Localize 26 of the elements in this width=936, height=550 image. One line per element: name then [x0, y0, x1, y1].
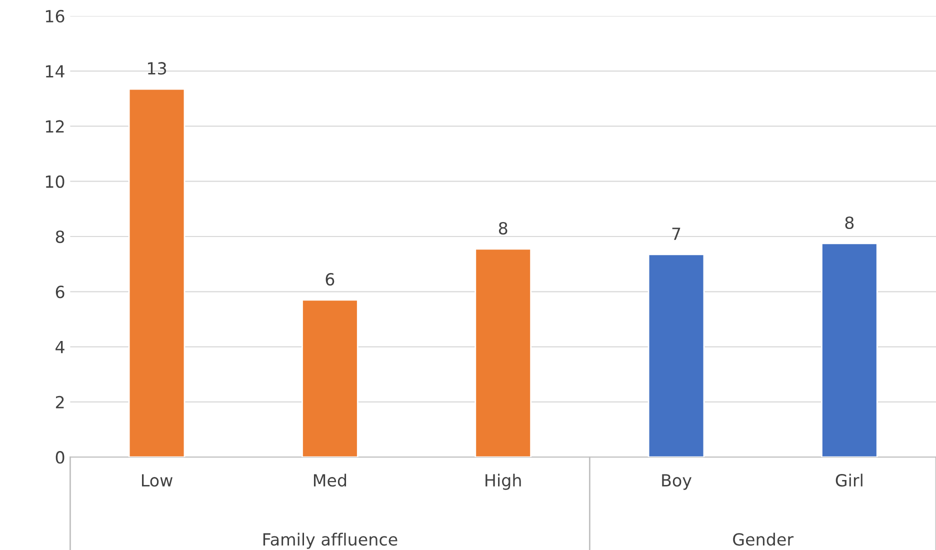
y-tick-label: 4	[56, 340, 64, 354]
bar	[648, 254, 705, 458]
data-label: 6	[326, 272, 334, 286]
y-tick-label: 0	[56, 451, 64, 464]
y-tick-label: 14	[46, 65, 64, 78]
data-label: 8	[498, 222, 508, 235]
bar	[128, 88, 186, 458]
x-tick-label: Low	[142, 474, 172, 487]
text: Family affluence	[263, 532, 398, 549]
bar	[821, 242, 878, 458]
x-tick-label: High	[486, 474, 521, 490]
y-tick-label: 10	[46, 175, 64, 188]
data-label: 7	[672, 228, 680, 240]
x-tick-label: Boy	[662, 474, 692, 490]
bar	[474, 248, 532, 458]
text: Gender	[733, 532, 794, 546]
data-label: 8	[845, 216, 854, 230]
y-tick-label: 8	[56, 230, 64, 244]
x-tick-label: Med	[314, 474, 346, 487]
y-tick-label: 16	[46, 10, 64, 23]
y-tick-label: 6	[56, 286, 64, 298]
y-tick-label: 12	[46, 120, 64, 133]
y-tick-label: 2	[56, 396, 64, 408]
bar	[302, 299, 358, 458]
data-label: 13	[148, 62, 166, 75]
x-tick-label: Girl	[836, 474, 862, 487]
